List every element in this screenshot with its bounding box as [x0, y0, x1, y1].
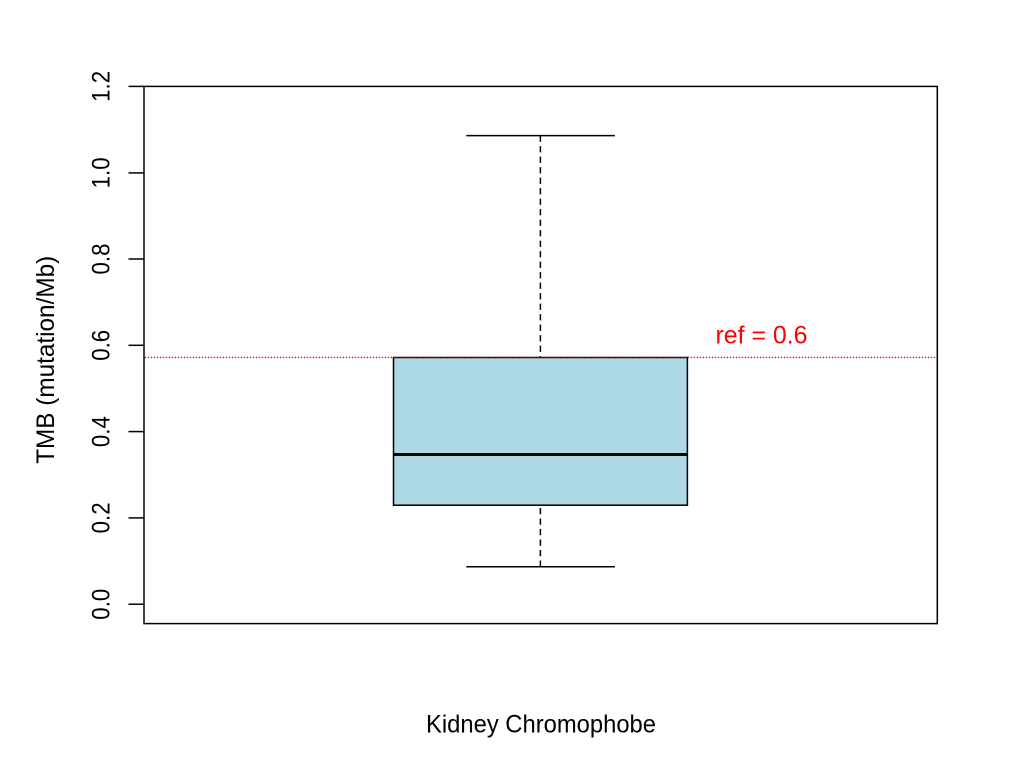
svg-text:0.8: 0.8 [88, 244, 116, 275]
svg-text:Kidney Chromophobe: Kidney Chromophobe [426, 711, 656, 739]
svg-text:0.6: 0.6 [88, 330, 116, 361]
svg-text:0.0: 0.0 [88, 589, 116, 620]
svg-text:1.2: 1.2 [88, 71, 116, 102]
svg-text:1.0: 1.0 [88, 157, 116, 188]
svg-text:ref = 0.6: ref = 0.6 [716, 321, 808, 349]
svg-text:TMB (mutation/Mb): TMB (mutation/Mb) [32, 256, 60, 464]
svg-text:0.4: 0.4 [88, 416, 116, 447]
svg-text:0.2: 0.2 [88, 502, 116, 533]
